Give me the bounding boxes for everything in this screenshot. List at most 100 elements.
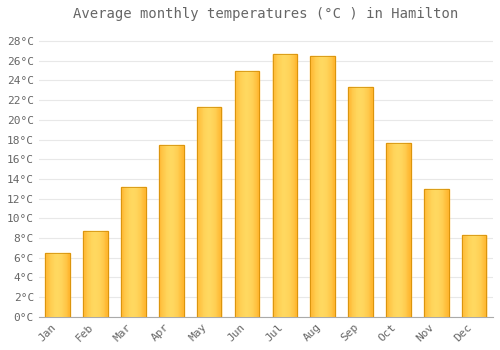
Bar — [66, 253, 67, 317]
Bar — [98, 231, 99, 317]
Bar — [349, 88, 350, 317]
Bar — [180, 146, 181, 317]
Bar — [64, 253, 65, 317]
Bar — [362, 88, 363, 317]
Bar — [121, 187, 122, 317]
Bar — [480, 235, 482, 317]
Bar — [197, 107, 198, 317]
Bar — [247, 71, 248, 317]
Bar — [322, 56, 324, 317]
Bar — [470, 235, 471, 317]
Bar — [58, 253, 59, 317]
Bar — [84, 231, 85, 317]
Bar — [391, 144, 392, 317]
Bar — [140, 187, 141, 317]
Bar — [88, 231, 89, 317]
Bar — [275, 54, 276, 317]
Bar — [215, 107, 216, 317]
Bar — [206, 107, 208, 317]
Bar — [166, 146, 167, 317]
Bar — [398, 144, 399, 317]
Bar — [358, 88, 359, 317]
Bar — [144, 187, 145, 317]
Bar — [478, 235, 479, 317]
Bar — [240, 71, 242, 317]
Bar — [46, 253, 70, 317]
Bar — [46, 253, 47, 317]
Bar — [169, 146, 170, 317]
Bar — [62, 253, 64, 317]
Bar — [318, 56, 320, 317]
Title: Average monthly temperatures (°C ) in Hamilton: Average monthly temperatures (°C ) in Ha… — [74, 7, 458, 21]
Bar — [353, 88, 354, 317]
Bar — [326, 56, 327, 317]
Bar — [219, 107, 220, 317]
Bar — [128, 187, 130, 317]
Bar — [465, 235, 466, 317]
Bar — [292, 54, 293, 317]
Bar — [209, 107, 210, 317]
Bar — [107, 231, 108, 317]
Bar — [51, 253, 52, 317]
Bar — [167, 146, 168, 317]
Bar — [394, 144, 395, 317]
Bar — [464, 235, 465, 317]
Bar — [102, 231, 103, 317]
Bar — [476, 235, 478, 317]
Bar — [159, 146, 184, 317]
Bar — [139, 187, 140, 317]
Bar — [294, 54, 296, 317]
Bar — [104, 231, 106, 317]
Bar — [234, 71, 260, 317]
Bar — [482, 235, 483, 317]
Bar — [370, 88, 371, 317]
Bar — [386, 144, 410, 317]
Bar — [177, 146, 178, 317]
Bar — [397, 144, 398, 317]
Bar — [123, 187, 124, 317]
Bar — [363, 88, 364, 317]
Bar — [286, 54, 288, 317]
Bar — [210, 107, 211, 317]
Bar — [95, 231, 96, 317]
Bar — [479, 235, 480, 317]
Bar — [316, 56, 317, 317]
Bar — [324, 56, 325, 317]
Bar — [364, 88, 366, 317]
Bar — [94, 231, 95, 317]
Bar — [444, 189, 446, 317]
Bar — [475, 235, 476, 317]
Bar — [399, 144, 400, 317]
Bar — [136, 187, 138, 317]
Bar — [359, 88, 360, 317]
Bar — [348, 88, 373, 317]
Bar — [145, 187, 146, 317]
Bar — [183, 146, 184, 317]
Bar — [484, 235, 485, 317]
Bar — [367, 88, 368, 317]
Bar — [162, 146, 163, 317]
Bar — [284, 54, 285, 317]
Bar — [293, 54, 294, 317]
Bar — [142, 187, 144, 317]
Bar — [106, 231, 107, 317]
Bar — [252, 71, 254, 317]
Bar — [202, 107, 203, 317]
Bar — [208, 107, 209, 317]
Bar — [438, 189, 440, 317]
Bar — [371, 88, 372, 317]
Bar — [425, 189, 426, 317]
Bar — [212, 107, 214, 317]
Bar — [242, 71, 243, 317]
Bar — [57, 253, 58, 317]
Bar — [441, 189, 442, 317]
Bar — [216, 107, 218, 317]
Bar — [368, 88, 369, 317]
Bar — [325, 56, 326, 317]
Bar — [236, 71, 237, 317]
Bar — [471, 235, 472, 317]
Bar — [92, 231, 93, 317]
Bar — [348, 88, 349, 317]
Bar — [211, 107, 212, 317]
Bar — [350, 88, 352, 317]
